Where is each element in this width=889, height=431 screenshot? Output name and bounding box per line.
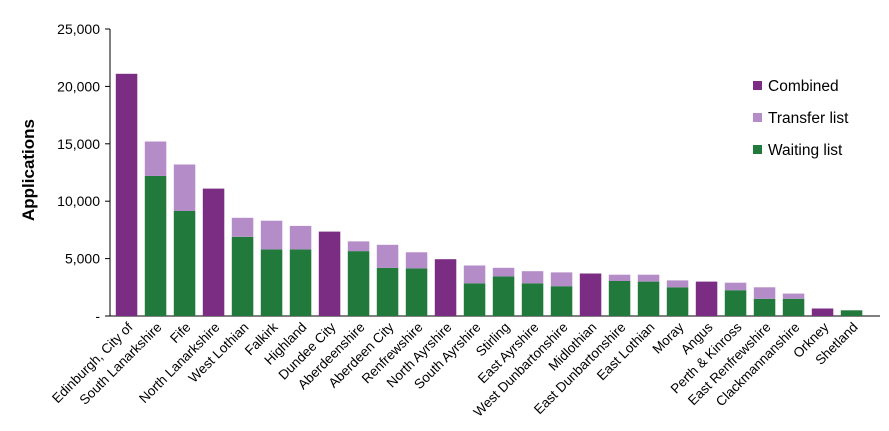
- bar-combined: [434, 259, 457, 316]
- bar-combined: [811, 308, 834, 316]
- bar-transfer-list: [550, 272, 573, 287]
- bar-transfer-list: [347, 241, 370, 252]
- bars: [115, 73, 863, 316]
- bar-transfer-list: [521, 271, 544, 284]
- bar-combined: [579, 273, 602, 316]
- bar-waiting-list: [144, 175, 167, 316]
- bar-combined: [695, 281, 718, 316]
- bar-transfer-list: [231, 217, 254, 237]
- bar-transfer-list: [492, 267, 515, 277]
- bar-transfer-list: [405, 252, 428, 269]
- y-tick-label: 10,000: [57, 193, 100, 209]
- bar-waiting-list: [492, 276, 515, 316]
- bar-waiting-list: [782, 298, 805, 316]
- bar-waiting-list: [231, 236, 254, 316]
- y-tick-label: -: [95, 308, 100, 324]
- y-tick-label: 15,000: [57, 136, 100, 152]
- bar-combined: [202, 188, 225, 316]
- bar-waiting-list: [666, 287, 689, 316]
- bar-waiting-list: [724, 290, 747, 316]
- bar-waiting-list: [753, 298, 776, 316]
- bar-waiting-list: [608, 281, 631, 316]
- bar-combined: [115, 73, 138, 316]
- bar-transfer-list: [753, 287, 776, 299]
- bar-transfer-list: [289, 225, 312, 250]
- bar-transfer-list: [376, 244, 399, 268]
- axes: - 5,000 10,000 15,000 20,000 25,000: [57, 21, 880, 324]
- legend-swatch: [753, 145, 762, 154]
- bar-transfer-list: [724, 282, 747, 291]
- y-axis-label: Applications: [19, 119, 38, 221]
- legend-label: Combined: [768, 78, 839, 95]
- y-tick-label: 25,000: [57, 21, 100, 37]
- legend-swatch: [753, 81, 762, 90]
- legend-label: Waiting list: [768, 142, 843, 159]
- bar-transfer-list: [463, 265, 486, 284]
- legend-swatch: [753, 113, 762, 122]
- bar-waiting-list: [289, 249, 312, 316]
- bar-waiting-list: [840, 310, 863, 316]
- legend: Combined Transfer list Waiting list: [753, 78, 849, 159]
- bar-combined: [318, 231, 341, 316]
- bar-waiting-list: [376, 267, 399, 316]
- bar-transfer-list: [666, 280, 689, 288]
- bar-waiting-list: [637, 281, 660, 316]
- bar-transfer-list: [637, 274, 660, 282]
- y-tick-label: 20,000: [57, 78, 100, 94]
- bar-waiting-list: [260, 249, 283, 316]
- bar-transfer-list: [144, 141, 167, 176]
- bar-waiting-list: [550, 286, 573, 316]
- bar-transfer-list: [608, 274, 631, 281]
- bar-transfer-list: [782, 293, 805, 299]
- bar-waiting-list: [347, 251, 370, 316]
- bar-transfer-list: [173, 164, 196, 211]
- legend-label: Transfer list: [768, 110, 849, 127]
- bar-waiting-list: [173, 211, 196, 316]
- bar-waiting-list: [521, 283, 544, 316]
- bar-waiting-list: [463, 283, 486, 316]
- bar-waiting-list: [405, 268, 428, 316]
- bar-transfer-list: [260, 220, 283, 250]
- y-tick-label: 5,000: [65, 251, 100, 267]
